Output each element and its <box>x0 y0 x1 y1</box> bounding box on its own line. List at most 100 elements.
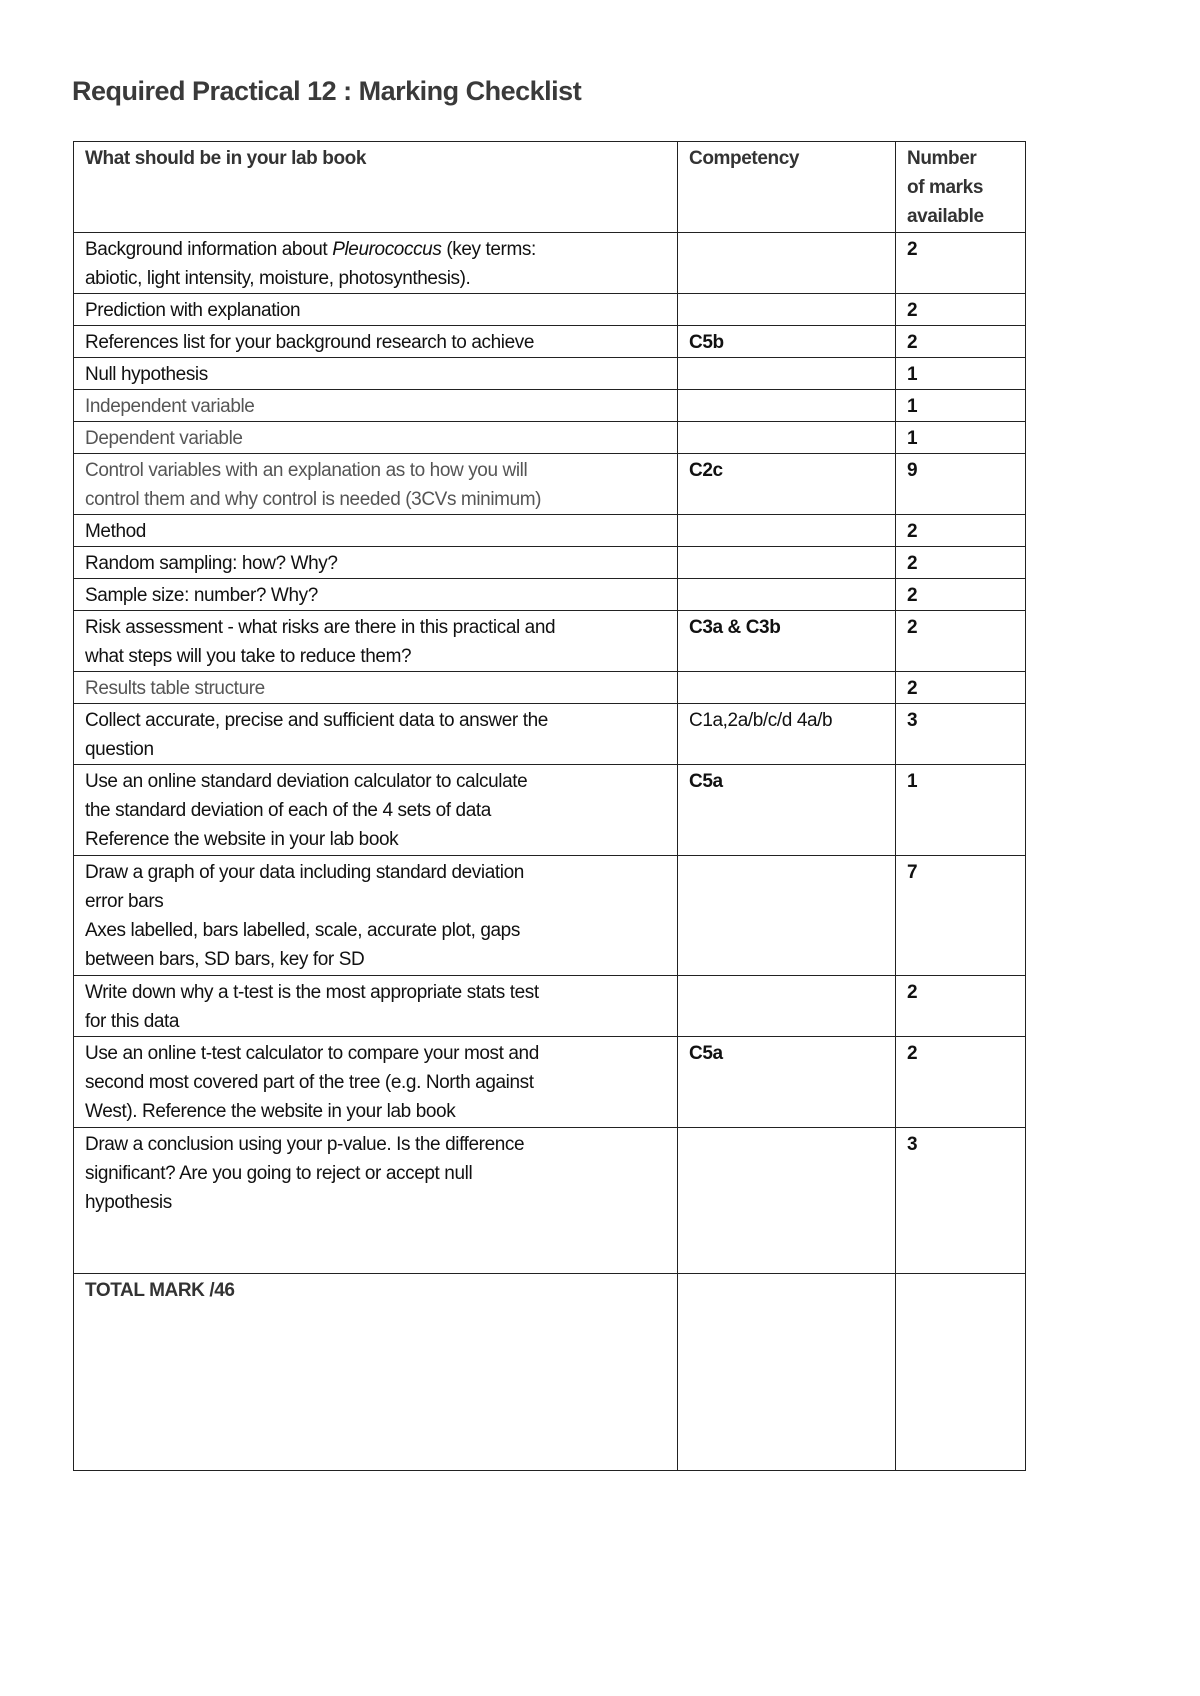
item-text-part: Background information about <box>85 239 333 260</box>
competency-cell <box>677 514 896 547</box>
table-row: Random sampling: how? Why? 2 <box>73 546 1026 579</box>
competency-cell <box>677 232 896 294</box>
item-text: hypothesis <box>85 1192 172 1213</box>
competency-cell: C3a & C3b <box>677 610 896 672</box>
header-marks-line: of marks <box>907 177 984 198</box>
marks-cell: 3 <box>895 703 1026 765</box>
table-row: Use an online t-test calculator to compa… <box>73 1036 1026 1128</box>
item-cell: Independent variable <box>73 389 678 422</box>
table-row: Results table structure 2 <box>73 671 1026 704</box>
item-text: Reference the website in your lab book <box>85 829 399 850</box>
item-text-part: (key terms: <box>441 239 536 260</box>
item-text: Results table structure <box>85 678 265 699</box>
item-cell: Sample size: number? Why? <box>73 578 678 611</box>
competency-cell: C1a,2a/b/c/d 4a/b <box>677 703 896 765</box>
marks-cell: 1 <box>895 421 1026 454</box>
item-cell: References list for your background rese… <box>73 325 678 358</box>
item-cell: Method <box>73 514 678 547</box>
table-row: Independent variable 1 <box>73 389 1026 422</box>
competency-cell <box>677 975 896 1037</box>
marks-cell: 2 <box>895 232 1026 294</box>
item-cell: Draw a graph of your data including stan… <box>73 855 678 976</box>
marks-cell: 2 <box>895 1036 1026 1128</box>
item-text: Dependent variable <box>85 428 243 449</box>
item-cell: Collect accurate, precise and sufficient… <box>73 703 678 765</box>
item-cell: Use an online t-test calculator to compa… <box>73 1036 678 1128</box>
item-cell: Draw a conclusion using your p-value. Is… <box>73 1127 678 1274</box>
item-cell: Write down why a t-test is the most appr… <box>73 975 678 1037</box>
item-text: Random sampling: how? Why? <box>85 553 338 574</box>
table-row: References list for your background rese… <box>73 325 1026 358</box>
marks-cell: 3 <box>895 1127 1026 1274</box>
competency-cell: C5a <box>677 764 896 856</box>
item-text: Use an online standard deviation calcula… <box>85 771 528 792</box>
item-text: Control variables with an explanation as… <box>85 460 528 481</box>
competency-cell: C5a <box>677 1036 896 1128</box>
item-cell: Random sampling: how? Why? <box>73 546 678 579</box>
table-row: Control variables with an explanation as… <box>73 453 1026 515</box>
total-competency-cell <box>677 1273 896 1471</box>
competency-cell <box>677 855 896 976</box>
total-row: TOTAL MARK /46 <box>73 1273 1026 1471</box>
item-text: second most covered part of the tree (e.… <box>85 1072 534 1093</box>
page-title: Required Practical 12 : Marking Checklis… <box>72 76 582 106</box>
header-marks-line: Number <box>907 148 977 169</box>
marks-cell: 2 <box>895 293 1026 326</box>
table-row: Draw a conclusion using your p-value. Is… <box>73 1127 1026 1274</box>
marks-cell: 7 <box>895 855 1026 976</box>
marks-cell: 2 <box>895 975 1026 1037</box>
item-text: References list for your background rese… <box>85 332 535 353</box>
item-cell: Control variables with an explanation as… <box>73 453 678 515</box>
competency-cell <box>677 421 896 454</box>
item-text: significant? Are you going to reject or … <box>85 1163 473 1184</box>
competency-cell <box>677 357 896 390</box>
item-text: Risk assessment - what risks are there i… <box>85 617 556 638</box>
item-cell: Risk assessment - what risks are there i… <box>73 610 678 672</box>
item-cell: Null hypothesis <box>73 357 678 390</box>
item-text: for this data <box>85 1011 180 1032</box>
item-text: Collect accurate, precise and sufficient… <box>85 710 548 731</box>
table-row: Dependent variable 1 <box>73 421 1026 454</box>
item-text: Independent variable <box>85 396 255 417</box>
competency-cell <box>677 578 896 611</box>
item-text: abiotic, light intensity, moisture, phot… <box>85 268 471 289</box>
item-text: Use an online t-test calculator to compa… <box>85 1043 539 1064</box>
marks-cell: 2 <box>895 610 1026 672</box>
item-cell: Background information about Pleurococcu… <box>73 232 678 294</box>
marking-checklist-table: What should be in your lab book Competen… <box>73 141 1026 1471</box>
item-text: what steps will you take to reduce them? <box>85 646 412 667</box>
table-row: Risk assessment - what risks are there i… <box>73 610 1026 672</box>
marks-cell: 2 <box>895 578 1026 611</box>
item-text: Draw a graph of your data including stan… <box>85 862 524 883</box>
competency-cell <box>677 389 896 422</box>
table-row: Sample size: number? Why? 2 <box>73 578 1026 611</box>
item-cell: Results table structure <box>73 671 678 704</box>
table-header-row: What should be in your lab book Competen… <box>73 141 1026 233</box>
marks-cell: 2 <box>895 671 1026 704</box>
marks-cell: 1 <box>895 389 1026 422</box>
item-cell: Prediction with explanation <box>73 293 678 326</box>
item-text: Draw a conclusion using your p-value. Is… <box>85 1134 525 1155</box>
competency-cell: C2c <box>677 453 896 515</box>
table-row: Collect accurate, precise and sufficient… <box>73 703 1026 765</box>
header-lab-book: What should be in your lab book <box>73 141 678 233</box>
marks-cell: 1 <box>895 764 1026 856</box>
competency-cell <box>677 671 896 704</box>
table-row: Draw a graph of your data including stan… <box>73 855 1026 976</box>
marks-cell: 2 <box>895 514 1026 547</box>
table-row: Write down why a t-test is the most appr… <box>73 975 1026 1037</box>
item-text: Method <box>85 521 146 542</box>
table-row: Method 2 <box>73 514 1026 547</box>
total-mark-label: TOTAL MARK /46 <box>73 1273 678 1471</box>
competency-cell <box>677 293 896 326</box>
item-text: Null hypothesis <box>85 364 208 385</box>
competency-cell: C5b <box>677 325 896 358</box>
table-row: Prediction with explanation 2 <box>73 293 1026 326</box>
header-competency: Competency <box>677 141 896 233</box>
item-text: control them and why control is needed (… <box>85 489 542 510</box>
table-row: Background information about Pleurococcu… <box>73 232 1026 294</box>
total-marks-cell[interactable] <box>895 1273 1026 1471</box>
header-marks-line: available <box>907 206 984 227</box>
marks-cell: 2 <box>895 325 1026 358</box>
item-text: the standard deviation of each of the 4 … <box>85 800 491 821</box>
